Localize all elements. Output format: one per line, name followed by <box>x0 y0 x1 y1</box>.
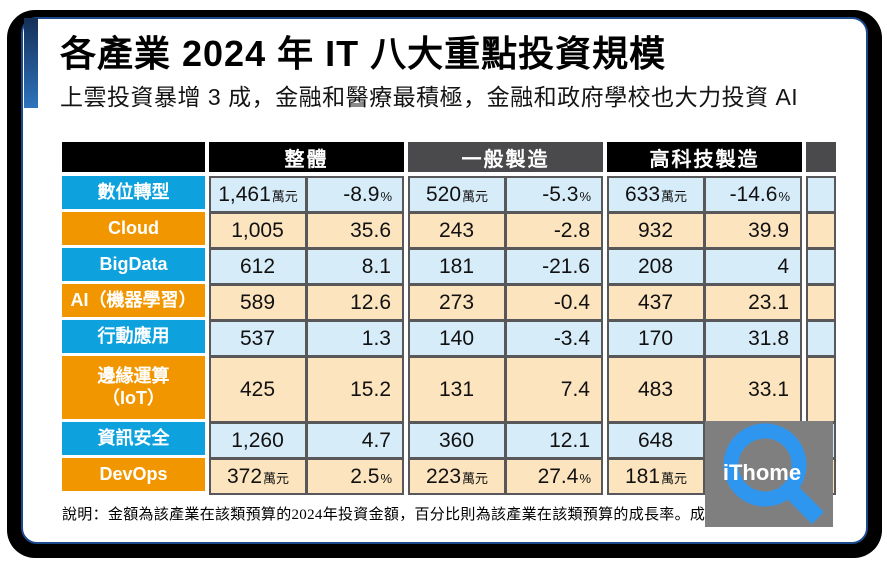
investment-table: 數位轉型 Cloud BigData AI（機器學習） 行動應用 邊緣運算 （Io… <box>62 142 836 495</box>
table-cell: 4.7 <box>308 424 402 457</box>
ithome-logo: iThome <box>705 421 833 527</box>
table-cell <box>808 178 834 211</box>
table-cell: 208 <box>609 250 703 283</box>
table-cell: 140 <box>410 322 504 355</box>
table-cell: 35.6 <box>308 214 402 247</box>
column-group-overall: 整體 1,461萬元 -8.9% 1,005 35.6 612 8.1 589 … <box>209 142 404 495</box>
table-cell: 612 <box>211 250 305 283</box>
group-grid-general-mfg: 520萬元 -5.3% 243 -2.8 181 -21.6 273 -0.4 … <box>408 176 603 495</box>
table-cell: 39.9 <box>706 214 800 247</box>
table-cell: -5.3% <box>507 178 601 211</box>
table-cell: 131 <box>410 358 504 421</box>
footnote: 說明：金額為該產業在該類預算的2024年投資金額，百分比則為該產業在該類預算的成… <box>62 507 767 523</box>
ithome-logo-text: iThome <box>723 460 801 485</box>
table-cell: -2.8 <box>507 214 601 247</box>
table-cell: 8.1 <box>308 250 402 283</box>
table-cell: 181 <box>410 250 504 283</box>
table-cell: -21.6 <box>507 250 601 283</box>
table-cell: 1,005 <box>211 214 305 247</box>
row-label-digital-transformation: 數位轉型 <box>62 176 205 209</box>
table-cell: -3.4 <box>507 322 601 355</box>
table-cell: 932 <box>609 214 703 247</box>
table-cell: 15.2 <box>308 358 402 421</box>
table-cell: 589 <box>211 286 305 319</box>
table-cell: 425 <box>211 358 305 421</box>
table-cell: 633萬元 <box>609 178 703 211</box>
column-group-hightech-mfg: 高科技製造 633萬元 -14.6% 932 39.9 208 4 437 23… <box>607 142 802 495</box>
table-cell: 170 <box>609 322 703 355</box>
table-cell: -0.4 <box>507 286 601 319</box>
column-group-general-mfg: 一般製造 520萬元 -5.3% 243 -2.8 181 -21.6 273 … <box>408 142 603 495</box>
table-cell: 437 <box>609 286 703 319</box>
table-cell: 648 <box>609 424 703 457</box>
table-cell: 520萬元 <box>410 178 504 211</box>
table-cell: 273 <box>410 286 504 319</box>
row-label-bigdata: BigData <box>62 248 205 281</box>
title-accent-bar <box>24 18 38 108</box>
table-cell: 181萬元 <box>609 460 703 493</box>
table-cell: 23.1 <box>706 286 800 319</box>
group-grid-hightech-mfg: 633萬元 -14.6% 932 39.9 208 4 437 23.1 170… <box>607 176 802 495</box>
row-label-mobile: 行動應用 <box>62 320 205 353</box>
table-cell: 2.5% <box>308 460 402 493</box>
group-header-clipped <box>806 142 836 172</box>
table-cell <box>808 322 834 355</box>
magnifier-icon: iThome <box>705 421 833 527</box>
table-cell: 360 <box>410 424 504 457</box>
table-cell: 7.4 <box>507 358 601 421</box>
table-cell: 243 <box>410 214 504 247</box>
table-cell: -8.9% <box>308 178 402 211</box>
table-cell: 1,461萬元 <box>211 178 305 211</box>
group-header-hightech-mfg: 高科技製造 <box>607 142 802 172</box>
group-header-overall: 整體 <box>209 142 404 172</box>
table-cell: 4 <box>706 250 800 283</box>
table-cell: 12.1 <box>507 424 601 457</box>
table-cell: 33.1 <box>706 358 800 421</box>
row-label-edge-iot: 邊緣運算 （IoT） <box>62 356 205 419</box>
table-cell <box>808 214 834 247</box>
table-cell: 1.3 <box>308 322 402 355</box>
table-cell: 31.8 <box>706 322 800 355</box>
row-label-devops: DevOps <box>62 458 205 491</box>
group-grid-overall: 1,461萬元 -8.9% 1,005 35.6 612 8.1 589 12.… <box>209 176 404 495</box>
table-cell: 1,260 <box>211 424 305 457</box>
row-label-cloud: Cloud <box>62 212 205 245</box>
table-cell: -14.6% <box>706 178 800 211</box>
table-cell: 537 <box>211 322 305 355</box>
row-label-security: 資訊安全 <box>62 422 205 455</box>
table-cell: 372萬元 <box>211 460 305 493</box>
table-cell: 27.4% <box>507 460 601 493</box>
page-title: 各產業 2024 年 IT 八大重點投資規模 <box>60 33 667 74</box>
table-cell <box>808 358 834 421</box>
infographic-card: 各產業 2024 年 IT 八大重點投資規模 上雲投資暴增 3 成，金融和醫療最… <box>21 17 868 544</box>
group-header-general-mfg: 一般製造 <box>408 142 603 172</box>
table-cell: 483 <box>609 358 703 421</box>
table-cell <box>808 286 834 319</box>
table-cell: 223萬元 <box>410 460 504 493</box>
table-corner-cell <box>62 142 205 172</box>
table-cell <box>808 250 834 283</box>
table-cell: 12.6 <box>308 286 402 319</box>
row-label-ai: AI（機器學習） <box>62 284 205 317</box>
page-subtitle: 上雲投資暴增 3 成，金融和醫療最積極，金融和政府學校也大力投資 AI <box>60 84 799 110</box>
row-label-column: 數位轉型 Cloud BigData AI（機器學習） 行動應用 邊緣運算 （Io… <box>62 142 205 495</box>
